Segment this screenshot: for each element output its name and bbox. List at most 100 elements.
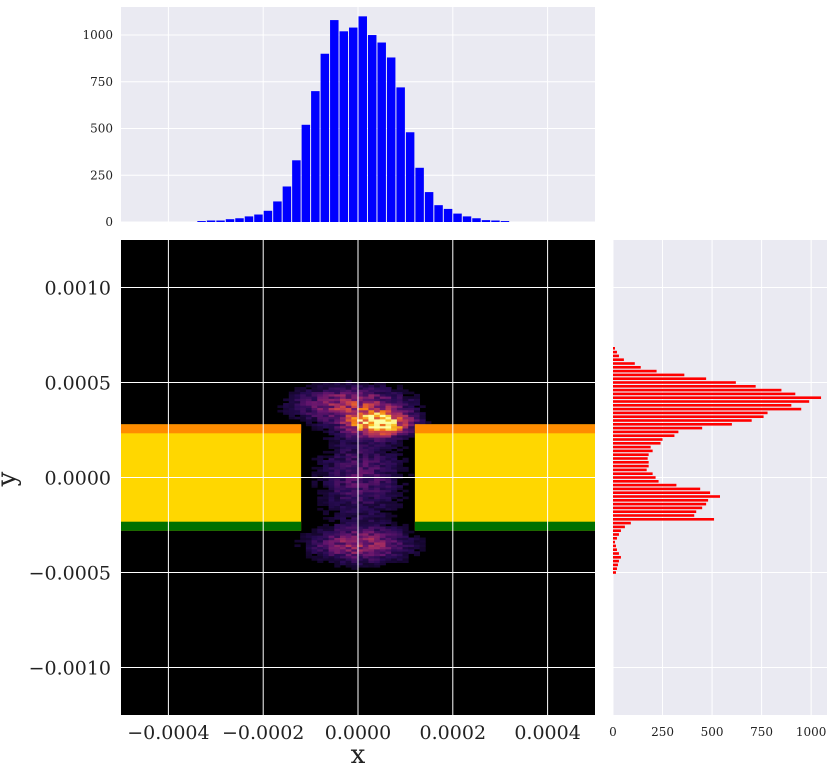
heatmap-cell <box>368 428 375 431</box>
heatmap-cell <box>322 423 330 427</box>
heatmap-cell <box>368 548 375 552</box>
heatmap-cell <box>391 528 398 532</box>
heatmap-cell <box>322 498 330 502</box>
heatmap-cell <box>402 523 409 527</box>
heatmap-cell <box>374 403 381 406</box>
heatmap-cell <box>396 460 403 463</box>
heatmap-cell <box>357 437 364 440</box>
heatmap-cell <box>385 403 392 406</box>
heatmap-cell <box>362 546 369 550</box>
heatmap-cell <box>413 416 421 420</box>
heatmap-cell <box>379 560 386 564</box>
heatmap-cell <box>374 546 381 550</box>
top-histogram-grid <box>121 7 595 223</box>
heatmap-cell <box>345 450 352 454</box>
heatmap-cell <box>402 526 409 529</box>
heatmap-cell <box>357 523 364 527</box>
heatmap-cell <box>357 428 364 431</box>
heatmap-cell <box>402 466 409 470</box>
heatmap-cell <box>339 432 347 436</box>
right-histogram: 0 250 500 750 1000 <box>609 240 827 739</box>
heatmap-cell <box>374 482 381 486</box>
heatmap-cell <box>379 558 386 561</box>
heatmap-cell <box>385 441 392 445</box>
heatmap-cell <box>334 384 341 388</box>
heatmap-cell <box>368 387 375 390</box>
heatmap-cell <box>328 400 335 404</box>
heatmap-cell <box>357 498 364 502</box>
heatmap-cell <box>391 389 398 393</box>
heatmap-cell <box>339 528 347 532</box>
heatmap-cell <box>396 400 403 404</box>
heatmap-cell <box>288 403 295 406</box>
heatmap-cell <box>385 416 392 420</box>
heatmap-cell <box>396 396 403 399</box>
heatmap-cell <box>317 560 324 564</box>
heatmap-cell <box>408 409 415 413</box>
heatmap-cell <box>334 496 341 500</box>
right-histogram-bar <box>613 544 616 548</box>
heatmap-cell <box>368 466 375 470</box>
heatmap-cell <box>391 555 398 559</box>
heatmap-cell <box>322 501 330 504</box>
heatmap-cell <box>334 398 341 402</box>
heatmap-cell <box>408 421 415 424</box>
heatmap-cell <box>328 558 335 561</box>
heatmap-cell <box>368 542 375 545</box>
heatmap-cell <box>368 409 375 413</box>
heatmap-cell <box>328 503 335 507</box>
heatmap-cell <box>345 398 352 402</box>
heatmap-cell <box>374 487 381 491</box>
heatmap-cell <box>351 498 358 502</box>
heatmap-cell <box>368 405 375 408</box>
heatmap-cell <box>317 469 324 472</box>
heatmap-cell <box>385 448 392 452</box>
heatmap-cell <box>396 409 403 413</box>
heatmap-cell <box>374 396 381 399</box>
right-histogram-bar <box>613 350 617 354</box>
top-histogram-bar <box>225 219 235 222</box>
heatmap-cell <box>379 400 386 404</box>
right-histogram-bar <box>613 495 720 498</box>
heatmap-cell <box>357 393 364 397</box>
heatmap-cell <box>345 425 352 429</box>
heatmap-cell <box>402 457 409 461</box>
heatmap-cell <box>362 548 369 552</box>
heatmap-cell <box>374 542 381 545</box>
heatmap-cell <box>328 414 335 418</box>
heatmap-cell <box>379 405 386 408</box>
heatmap-cell <box>357 446 364 450</box>
heatmap-cell <box>317 455 324 459</box>
heatmap-cell <box>362 448 369 452</box>
heatmap-cell <box>379 444 386 447</box>
heatmap-cell <box>374 437 381 440</box>
heatmap-cell <box>322 494 330 497</box>
heatmap-cell <box>368 546 375 550</box>
heatmap-cell <box>311 482 318 486</box>
heatmap-cell <box>379 396 386 399</box>
heatmap-cell <box>408 423 415 427</box>
right-histogram-bar <box>613 525 625 529</box>
heatmap-cell <box>379 387 386 390</box>
top-histogram-bar <box>311 91 320 222</box>
heatmap-cell <box>385 409 392 413</box>
heatmap-cell <box>385 464 392 468</box>
heatmap-cell <box>396 505 403 509</box>
heatmap-cell <box>288 412 295 415</box>
heatmap-cell <box>391 439 398 443</box>
right-histogram-bar <box>613 487 701 491</box>
heatmap-cell <box>362 498 369 502</box>
heatmap-cell <box>351 464 358 468</box>
heatmap-cell <box>362 444 369 447</box>
heatmap-cell <box>294 396 301 399</box>
heatmap-cell <box>311 389 318 393</box>
heatmap-cell <box>328 416 335 420</box>
heatmap-cell <box>402 530 409 534</box>
heatmap-cell <box>379 503 386 507</box>
heatmap-cell <box>374 416 381 420</box>
heatmap-cell <box>339 464 347 468</box>
heatmap-cell <box>362 471 369 475</box>
heatmap-cell <box>345 528 352 532</box>
heatmap-cell <box>328 457 335 461</box>
heatmap-cell <box>385 414 392 418</box>
